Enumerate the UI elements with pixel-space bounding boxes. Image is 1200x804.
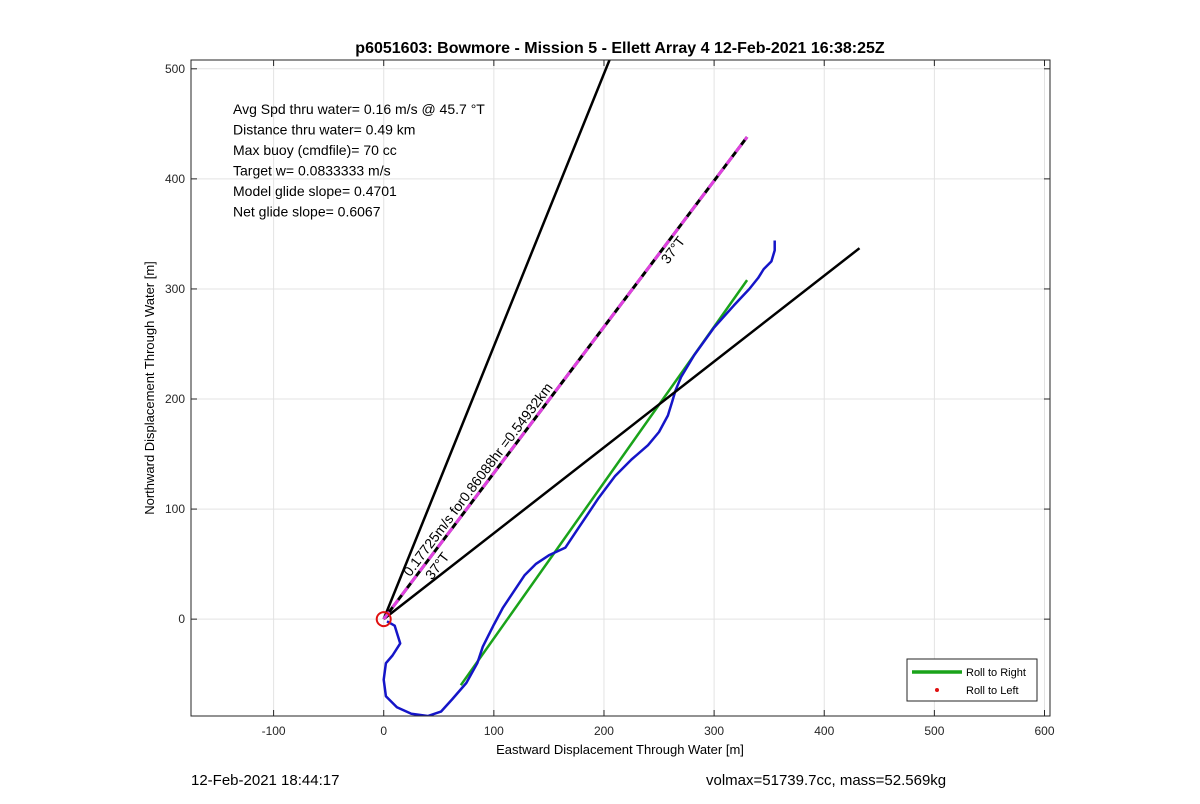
y-tick-label: 0: [178, 612, 185, 626]
y-tick-label: 300: [165, 282, 185, 296]
plot-lines: [375, 60, 861, 716]
series-ray-middle-dash: [382, 136, 749, 621]
y-axis-label: Northward Displacement Through Water [m]: [142, 261, 157, 515]
axis-ticks: -100 0 100 200 300 400 500 600 0 100 200 300 400 500: [165, 60, 1055, 738]
grid: [191, 60, 1050, 716]
x-tick-label: 600: [1034, 724, 1054, 738]
x-tick-label: -100: [262, 724, 286, 738]
info-line: Target w= 0.0833333 m/s: [233, 163, 391, 179]
x-tick-label: 0: [380, 724, 387, 738]
y-tick-label: 500: [165, 62, 185, 76]
info-line: Avg Spd thru water= 0.16 m/s @ 45.7 °T: [233, 101, 485, 117]
info-line: Distance thru water= 0.49 km: [233, 122, 415, 138]
footer-timestamp: 12-Feb-2021 18:44:17: [191, 772, 340, 789]
legend-swatch-roll-left: [935, 688, 939, 692]
info-line: Net glide slope= 0.6067: [233, 204, 381, 220]
start-marker-circle: [375, 611, 392, 628]
x-tick-label: 400: [814, 724, 834, 738]
y-tick-label: 100: [165, 502, 185, 516]
x-axis-label: Eastward Displacement Through Water [m]: [496, 742, 744, 757]
legend-label-roll-left: Roll to Left: [966, 685, 1019, 697]
plot-frame: [190, 59, 1051, 717]
x-tick-label: 300: [704, 724, 724, 738]
series-ray-upper: [382, 60, 611, 620]
plot-background: [191, 60, 1050, 716]
chart-title: p6051603: Bowmore - Mission 5 - Ellett A…: [355, 40, 885, 57]
x-tick-label: 100: [484, 724, 504, 738]
x-tick-label: 500: [924, 724, 944, 738]
info-line: Model glide slope= 0.4701: [233, 183, 397, 199]
footer-volmax-mass: volmax=51739.7cc, mass=52.569kg: [706, 772, 947, 789]
x-tick-label: 200: [594, 724, 614, 738]
y-tick-label: 400: [165, 172, 185, 186]
legend-box: [906, 658, 1038, 702]
series-track: [382, 240, 776, 716]
legend-label-roll-right: Roll to Right: [966, 667, 1026, 679]
y-tick-label: 200: [165, 392, 185, 406]
info-text-block: Avg Spd thru water= 0.16 m/s @ 45.7 °T Di…: [233, 101, 485, 220]
series-ray-lower: [382, 247, 861, 621]
info-line: Max buoy (cmdfile)= 70 cc: [233, 142, 397, 158]
legend: Roll to Right Roll to Left: [906, 658, 1038, 702]
